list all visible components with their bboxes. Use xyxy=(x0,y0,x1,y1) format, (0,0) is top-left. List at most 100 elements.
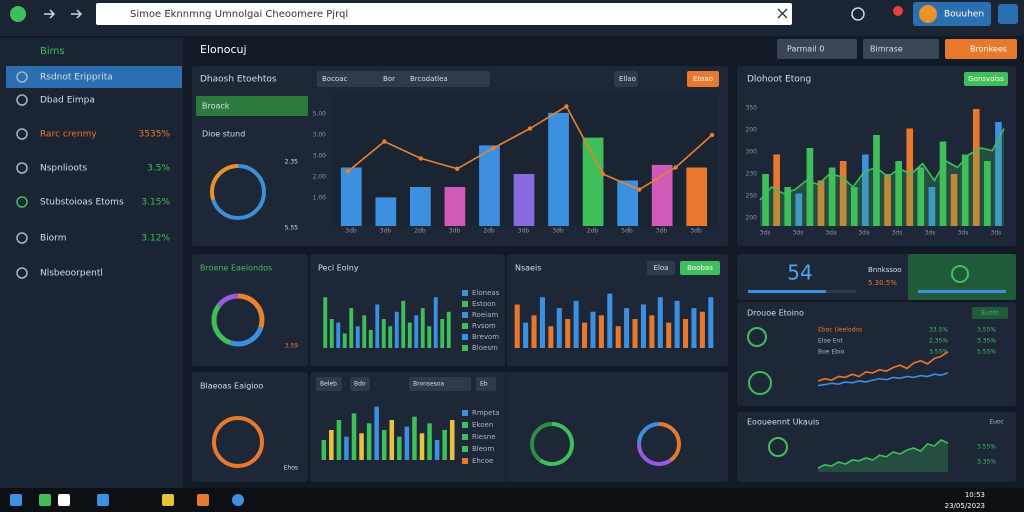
x-tick-label: 3ds xyxy=(760,230,771,237)
bar xyxy=(607,293,613,348)
filter[interactable]: Bimrase xyxy=(870,45,903,54)
tab[interactable]: Bocoac xyxy=(322,75,348,83)
row-value: 3.55% xyxy=(977,327,996,334)
bar xyxy=(362,315,367,348)
tab[interactable] xyxy=(316,377,342,391)
legend-label: Ehcoe xyxy=(472,457,493,465)
legend-label: Brevom xyxy=(472,333,499,341)
x-tick-label: 3db xyxy=(518,228,530,235)
point xyxy=(418,156,423,161)
x-tick-label: 3db xyxy=(552,228,564,235)
bar xyxy=(906,128,914,226)
sidebar-section: Bims xyxy=(40,46,65,57)
y-tick-label: 350 xyxy=(746,105,758,112)
badge: Euoto xyxy=(981,310,999,317)
page-title: Elonocuj xyxy=(200,43,247,56)
badge[interactable] xyxy=(964,72,1008,86)
tab[interactable]: Bdo xyxy=(354,381,366,388)
sidebar-item[interactable]: Nlsbeoorpentl xyxy=(40,269,103,279)
sidebar-item[interactable]: Rarc crenmy xyxy=(40,130,97,140)
bar xyxy=(531,315,537,348)
badge[interactable] xyxy=(972,307,1008,319)
legend-swatch xyxy=(462,410,468,416)
back-button[interactable] xyxy=(44,9,56,19)
bar xyxy=(434,440,440,460)
area xyxy=(760,128,1004,226)
tab[interactable] xyxy=(409,377,471,391)
bar xyxy=(442,430,447,460)
filter-2[interactable] xyxy=(863,39,939,59)
tab[interactable]: Eb xyxy=(480,381,488,388)
tag[interactable] xyxy=(647,261,675,275)
bar xyxy=(381,430,387,460)
sidebar-value: 3.15% xyxy=(141,198,170,208)
tab[interactable] xyxy=(405,71,490,87)
close-button[interactable] xyxy=(777,8,788,19)
notification-icon[interactable] xyxy=(893,6,903,16)
tab[interactable]: Bronsesoa xyxy=(413,381,445,388)
bar xyxy=(795,193,803,226)
x-tick-label: 2db xyxy=(414,228,426,235)
bar xyxy=(340,167,362,226)
sidebar-icon xyxy=(16,267,28,279)
bar xyxy=(582,322,588,348)
forward-button[interactable] xyxy=(71,9,83,19)
date: 23/05/2023 xyxy=(945,502,985,510)
tab[interactable] xyxy=(317,71,379,87)
bar xyxy=(427,326,432,348)
taskbar-icon[interactable] xyxy=(39,494,51,506)
bar xyxy=(389,420,395,460)
value: 3.55% xyxy=(977,444,996,451)
badge[interactable] xyxy=(680,261,720,275)
tab[interactable]: Beleb xyxy=(320,381,337,388)
bar xyxy=(336,322,341,348)
tab[interactable] xyxy=(378,71,410,87)
taskbar-icon[interactable] xyxy=(197,494,209,506)
bar xyxy=(479,145,500,226)
address-text[interactable]: Simoe Eknnmng Umnolgai Cheoomere Pjrql xyxy=(130,9,348,20)
line xyxy=(759,128,1005,201)
tab[interactable] xyxy=(476,377,496,391)
tab[interactable]: Bor xyxy=(383,75,395,83)
x-tick-label: 2db xyxy=(587,228,599,235)
address-bar[interactable] xyxy=(96,3,792,25)
bar xyxy=(884,174,891,226)
bar xyxy=(410,187,431,226)
sidebar-item[interactable]: Dbad Eimpa xyxy=(40,96,95,106)
bar xyxy=(513,174,535,226)
donut-segment xyxy=(212,416,264,468)
sidebar-item[interactable]: Rsdnot Eripprita xyxy=(40,73,113,83)
tab[interactable]: Brcodatlea xyxy=(410,75,448,83)
filter[interactable]: Parmail 0 xyxy=(787,45,824,54)
row-label: Boe Ebio xyxy=(818,349,845,356)
sidebar-item[interactable]: Nspnlioots xyxy=(40,164,87,174)
tab[interactable] xyxy=(350,377,370,391)
tab[interactable] xyxy=(614,71,638,87)
bar xyxy=(950,174,958,226)
taskbar-icon[interactable] xyxy=(162,494,174,506)
user-name[interactable]: Bouuhen xyxy=(944,10,984,20)
primary-button[interactable] xyxy=(945,39,1017,59)
sidebar-item[interactable]: Stubstoioas Etoms xyxy=(40,198,124,208)
bar xyxy=(388,326,393,348)
legend-label: Rmpeta xyxy=(472,409,499,417)
button-label[interactable]: Bronkees xyxy=(970,45,1007,54)
taskbar-icon[interactable] xyxy=(97,494,109,506)
y-tick-label: 1.00 xyxy=(313,195,327,202)
side-tab[interactable] xyxy=(196,96,308,116)
badge: Boobas xyxy=(687,264,713,272)
taskbar-icon[interactable] xyxy=(58,494,70,506)
settings-icon[interactable] xyxy=(851,7,865,21)
panel-title: Nsaeis xyxy=(515,264,541,273)
tab[interactable]: Ellao xyxy=(619,75,636,83)
filter-1[interactable] xyxy=(777,39,857,59)
bar xyxy=(433,297,438,348)
taskbar-icon[interactable] xyxy=(10,494,22,506)
bar xyxy=(397,436,402,460)
tab: Broack xyxy=(202,102,230,111)
taskbar-icon[interactable] xyxy=(232,494,244,506)
notification-button[interactable] xyxy=(998,4,1018,24)
bar xyxy=(419,433,425,460)
badge[interactable] xyxy=(687,71,719,87)
sidebar-item[interactable]: Biorm xyxy=(40,234,67,244)
